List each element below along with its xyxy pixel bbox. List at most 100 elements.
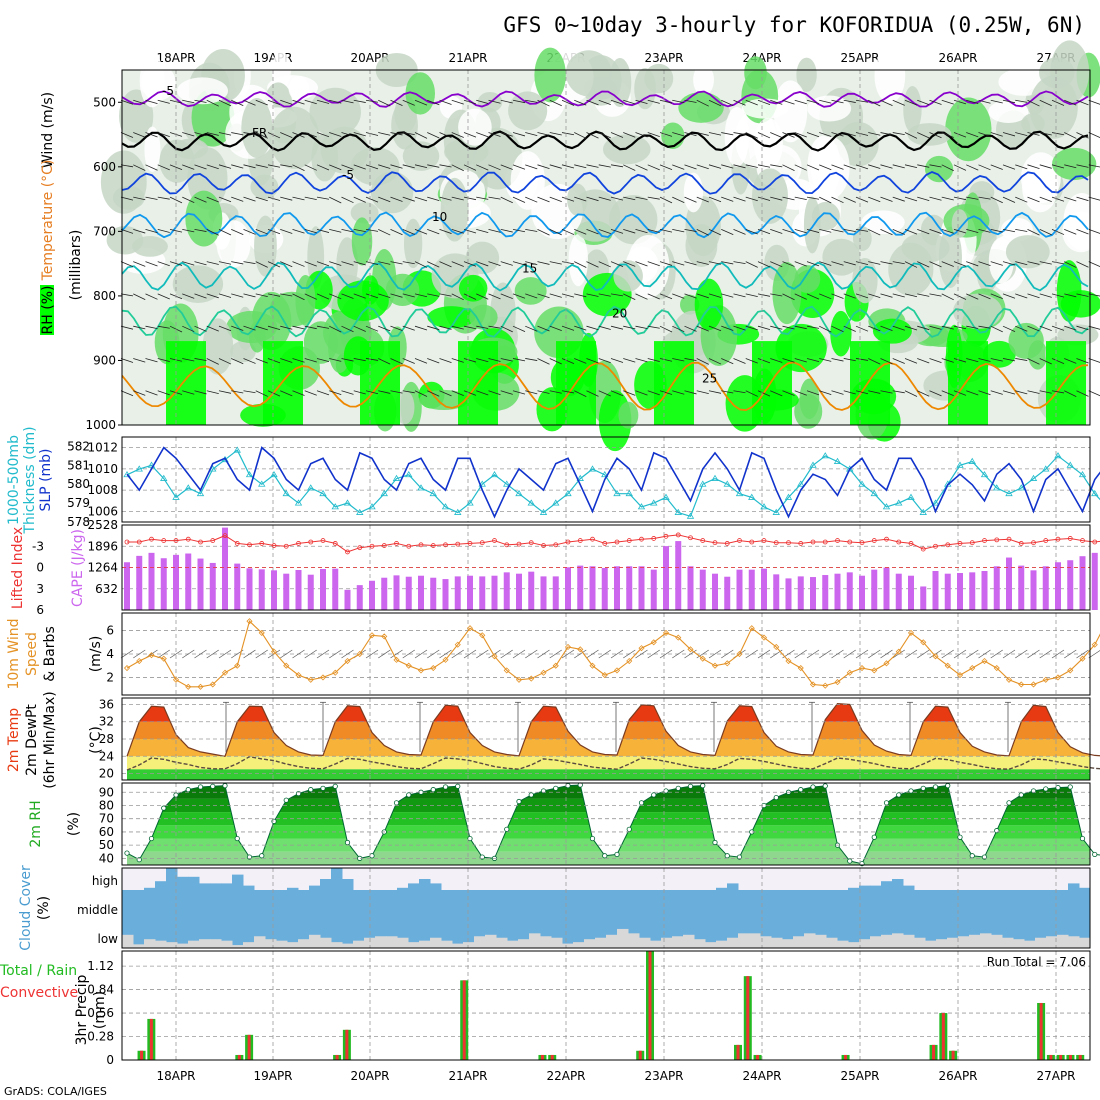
wind-barb	[696, 358, 709, 365]
rh-region	[241, 98, 273, 158]
wind-barb	[341, 99, 354, 104]
wind-barb	[182, 293, 195, 299]
wind-barb	[476, 649, 489, 659]
bottom-date-label: 23APR	[644, 1069, 683, 1083]
wind-barb	[1088, 390, 1100, 397]
wind-barb	[659, 358, 673, 362]
bottom-date-label: 25APR	[840, 1069, 879, 1083]
cape-bar	[516, 573, 522, 610]
slp-panel: 57857958058158210061008101010121000-500m…	[6, 426, 1100, 535]
wind-barb	[843, 132, 856, 137]
cloud-low-bar	[815, 934, 827, 948]
cape-bar	[614, 566, 620, 610]
wind-barb	[917, 293, 930, 297]
wind-barb	[218, 132, 232, 136]
wind-barb	[647, 132, 660, 138]
wind-barb	[182, 649, 195, 659]
wind-barb	[304, 649, 317, 659]
wind-barb	[1051, 228, 1065, 235]
wind-barb	[1076, 164, 1089, 168]
wind-barb	[1027, 196, 1040, 203]
cloud-low-bar	[353, 940, 365, 948]
wind-barb	[206, 325, 219, 332]
wind-barb	[574, 196, 587, 202]
wind-barb	[194, 132, 207, 137]
temp-band	[127, 721, 1090, 739]
wind-barb	[145, 261, 158, 267]
wind-barb	[512, 164, 526, 170]
wind-barb	[365, 649, 379, 659]
cloud-low-bar	[540, 936, 552, 948]
cloud-low-bar	[782, 939, 794, 948]
wind-barb	[378, 164, 391, 169]
cloud-low-bar	[771, 937, 783, 948]
wind-barb	[831, 390, 844, 395]
wind-barb	[1027, 164, 1040, 169]
wind-barb	[561, 358, 575, 365]
wind-barb	[255, 649, 268, 659]
cloud-low-bar	[551, 937, 563, 948]
wind-barb	[635, 164, 648, 171]
rh-tick-label: 70	[99, 812, 114, 826]
wind-barb	[904, 196, 918, 202]
wind-barb	[623, 325, 636, 330]
precip-convective-bar	[756, 1054, 760, 1060]
wind-barb	[696, 229, 709, 236]
li-tick-label: -3	[32, 539, 44, 553]
rh-point	[528, 792, 534, 798]
cloud-high-bg	[122, 868, 1090, 890]
wind-barb	[365, 196, 379, 203]
wind-speed-point	[724, 660, 731, 667]
wind-barb	[978, 325, 991, 329]
wind-barb	[549, 358, 562, 365]
wind-speed-point	[858, 664, 866, 672]
cloud-high-bar	[1068, 883, 1080, 890]
wind-barb	[1064, 196, 1077, 202]
rh-region	[173, 138, 209, 159]
wind-barb	[402, 390, 415, 394]
wind-barb	[610, 228, 624, 234]
temp-frame	[121, 697, 1091, 781]
wind-speed-point	[834, 679, 841, 686]
cloud-low-bar	[892, 933, 904, 948]
wind-barb	[488, 99, 501, 104]
cloud-high-bar	[859, 885, 871, 890]
wind-barb	[855, 228, 869, 232]
cape-bar	[283, 573, 290, 610]
wind-barb	[218, 649, 232, 659]
wind-barb	[647, 649, 660, 659]
li-point	[920, 546, 926, 552]
wind-barb	[206, 196, 219, 203]
wind-barb	[1088, 164, 1100, 168]
isotherm-line	[121, 171, 1089, 195]
wind-barb	[243, 196, 256, 202]
wind-barb	[806, 132, 820, 138]
wind-barb	[1088, 358, 1100, 363]
cloud-low-bar	[386, 936, 398, 948]
wind-barb	[329, 325, 342, 333]
li-point	[332, 541, 338, 546]
wind-speed-point	[969, 664, 976, 672]
wind-barb	[843, 358, 856, 362]
wind-speed-point	[160, 655, 167, 662]
cloud-y-label-a: Cloud Cover	[18, 865, 34, 951]
wind-barb	[292, 390, 305, 396]
wind-barb	[880, 325, 893, 331]
rh-point	[957, 834, 963, 840]
wind-barb	[1015, 196, 1028, 203]
wind-barb	[304, 390, 317, 396]
precip-convective-bar	[237, 1054, 241, 1060]
wind-barb	[659, 164, 673, 170]
wind-barb	[990, 132, 1003, 137]
wind-barb	[476, 293, 489, 300]
wind-barb	[745, 164, 758, 168]
rh-tick-label: 50	[99, 838, 114, 852]
cloud-low-bar	[936, 939, 948, 948]
wind-barb	[635, 132, 648, 138]
wind-barb	[218, 261, 232, 265]
wind-barb	[770, 325, 783, 330]
wind-barb	[574, 132, 587, 139]
wind-barb	[794, 164, 807, 171]
wind-barb	[806, 261, 820, 267]
